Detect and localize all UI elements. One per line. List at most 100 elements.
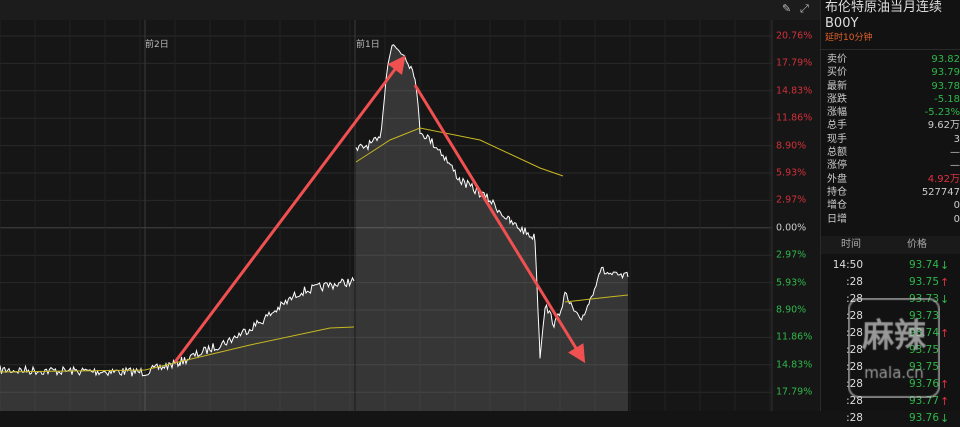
tick-time: :28	[846, 275, 863, 288]
quote-label: 涨跌	[827, 93, 847, 105]
y-axis-label: 14.83%	[776, 85, 813, 97]
quote-value: -5.23%	[924, 107, 960, 119]
quote-value: —	[950, 160, 960, 172]
intraday-chart[interactable]: 前2日 前1日 20.76% 17.79% 14.83% 11.86% 8.90% 5.9…	[0, 0, 820, 412]
up-trend-arrow	[173, 55, 406, 363]
quote-label: 增仓	[827, 200, 847, 212]
quote-value: 93.82	[931, 54, 960, 65]
tick-price: 93.73	[908, 309, 939, 322]
tick-row: :28 93.73	[821, 308, 960, 325]
y-axis-label: 20.76%	[776, 30, 813, 42]
quote-label: 外盘	[827, 173, 847, 185]
quote-label: 最新	[827, 80, 847, 92]
price-line	[0, 276, 355, 377]
quote-row: 涨幅 -5.23%	[821, 106, 960, 119]
quote-label: 日增	[827, 213, 847, 225]
tick-direction-icon: ↓	[940, 258, 950, 272]
tick-price: 93.77	[908, 394, 939, 407]
quote-label: 总额	[827, 147, 847, 159]
y-axis-label: 17.79%	[776, 386, 813, 398]
tick-row: :28 93.75	[821, 359, 960, 376]
y-axis-label: 2.97%	[776, 249, 807, 261]
y-axis-label: 0.00%	[776, 222, 807, 234]
tick-price: 93.76	[908, 377, 939, 390]
tick-direction-icon: ↑	[940, 326, 950, 340]
day-label-2: 前2日	[145, 40, 169, 50]
quote-row: 买价 93.79	[821, 66, 960, 79]
tick-time: :28	[846, 292, 863, 305]
expand-icon[interactable]: ⤢	[800, 2, 809, 15]
quote-row: 卖价 93.82	[821, 53, 960, 66]
tick-price: 93.75	[908, 275, 939, 288]
tick-price: 93.74	[908, 258, 939, 271]
tick-time: 14:50	[832, 258, 863, 271]
quote-row: 现手 3	[821, 133, 960, 146]
tick-row: 14:50 93.74 ↓	[821, 257, 960, 274]
tick-time: :28	[846, 377, 863, 390]
tick-time: :28	[846, 309, 863, 322]
down-trend-arrow	[413, 84, 586, 364]
delay-notice: 延时10分钟	[825, 33, 873, 43]
y-axis-label: 11.86%	[776, 331, 813, 343]
price-header: 价格	[907, 238, 927, 250]
ticks-header: 时间 价格	[821, 235, 960, 254]
pen-icon[interactable]: ✎	[782, 2, 792, 15]
quote-value: 93.79	[931, 67, 960, 79]
price-line	[355, 44, 629, 359]
quote-row: 总额 —	[821, 146, 960, 159]
average-price-line	[0, 326, 355, 373]
quote-label: 卖价	[827, 54, 847, 65]
tick-direction-icon: ↓	[940, 411, 950, 425]
quote-label: 涨幅	[827, 107, 847, 119]
average-price-line	[355, 127, 564, 177]
tick-time: :28	[846, 343, 863, 356]
quote-label: 现手	[827, 133, 847, 145]
time-header: 时间	[841, 238, 861, 250]
tick-time: :28	[846, 360, 863, 373]
quote-row: 涨停 —	[821, 159, 960, 172]
quote-value: 527747	[921, 186, 960, 198]
quote-label: 持仓	[827, 186, 847, 198]
quote-row: 涨跌 -5.18	[821, 93, 960, 106]
y-axis-label: 17.79%	[776, 57, 813, 69]
tick-row: :28 93.76 ↑	[821, 376, 960, 393]
quote-value: 0	[953, 213, 960, 225]
quote-row: 最新 93.78	[821, 80, 960, 93]
quote-row: 外盘 4.92万	[821, 173, 960, 186]
quote-panel: 布伦特原油当月连续 B00Y 延时10分钟 卖价 93.82 买价 93.79 最新 93…	[820, 0, 960, 425]
tick-row: :28 93.75 ↑	[821, 274, 960, 291]
quote-value: 0	[953, 200, 960, 212]
quote-value: 3	[953, 133, 960, 145]
quote-value: 9.62万	[927, 120, 960, 132]
average-price-line	[564, 294, 629, 303]
tick-time: :28	[846, 411, 863, 424]
y-axis-label: 5.93%	[776, 167, 807, 179]
quote-row: 增仓 0	[821, 199, 960, 212]
tick-price: 93.75	[908, 360, 939, 373]
instrument-name: 布伦特原油当月连续	[825, 0, 943, 15]
tick-price: 93.74	[908, 326, 939, 339]
tick-time: :28	[846, 394, 863, 407]
quote-label: 买价	[827, 67, 847, 79]
day-label-1: 前1日	[356, 40, 380, 50]
tick-row: :28 93.75	[821, 342, 960, 359]
tick-time: :28	[846, 326, 863, 339]
quote-row: 总手 9.62万	[821, 119, 960, 132]
quote-row: 持仓 527747	[821, 186, 960, 199]
price-area	[0, 277, 354, 411]
tick-row: :28 93.73 ↓	[821, 291, 960, 308]
y-axis-label: 14.83%	[776, 359, 813, 371]
y-axis-label: 8.90%	[776, 140, 807, 152]
quote-label: 涨停	[827, 160, 847, 172]
quote-value: 4.92万	[927, 173, 960, 185]
y-axis-label: 8.90%	[776, 304, 807, 316]
tick-price: 93.76	[908, 411, 939, 424]
y-axis-label: 5.93%	[776, 277, 807, 289]
tick-price: 93.75	[908, 343, 939, 356]
quote-value: -5.18	[934, 93, 960, 105]
tick-row: :28 93.77 ↑	[821, 393, 960, 410]
chart-toolbar: ✎ ⤢	[0, 0, 820, 20]
tick-direction-icon: ↑	[940, 377, 950, 391]
tick-row: :28 93.76 ↓	[821, 410, 960, 427]
tick-row: :28 93.74 ↑	[821, 325, 960, 342]
